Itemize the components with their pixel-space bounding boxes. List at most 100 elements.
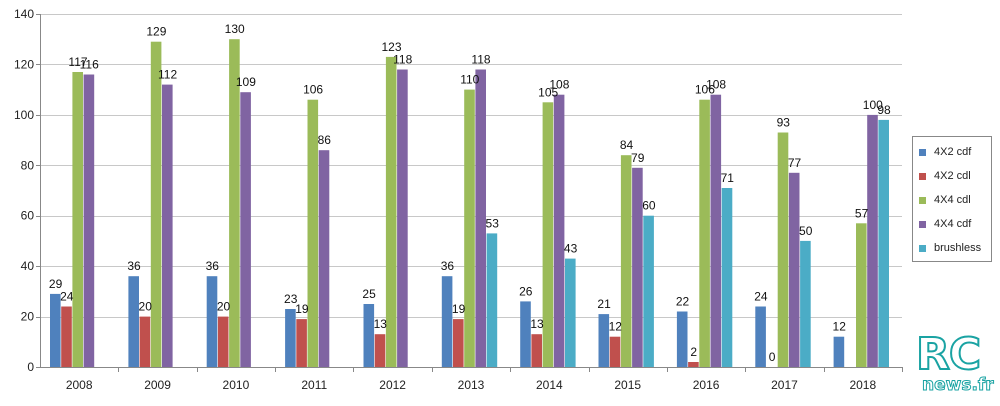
y-tick-label: 40 <box>21 259 35 273</box>
x-tick-label: 2018 <box>849 378 876 392</box>
bar <box>318 150 330 367</box>
x-tick-label: 2009 <box>144 378 171 392</box>
bar <box>296 319 307 367</box>
data-label: 29 <box>49 277 63 291</box>
data-label: 50 <box>799 224 813 238</box>
bar <box>643 215 654 367</box>
y-axis-ticks: 0 20 40 60 80 100 120 140 <box>14 7 34 374</box>
data-label: 53 <box>486 216 500 230</box>
bar <box>856 223 867 367</box>
data-label: 98 <box>877 103 891 117</box>
data-label: 106 <box>695 83 715 97</box>
data-label: 60 <box>642 199 656 213</box>
bar <box>542 102 554 368</box>
legend-swatch <box>919 244 926 252</box>
data-label: 108 <box>706 78 726 92</box>
bar <box>50 293 61 367</box>
x-tick-label: 2011 <box>301 378 327 392</box>
data-label: 20 <box>217 300 231 314</box>
data-label: 26 <box>519 284 533 298</box>
data-label: 13 <box>374 317 388 331</box>
bar <box>240 92 251 367</box>
bar <box>755 306 766 367</box>
bar <box>867 114 878 368</box>
legend-item: 4X4 cdf <box>919 217 971 231</box>
bar <box>878 119 889 368</box>
y-tick-label: 0 <box>27 360 34 374</box>
x-tick-label: 2017 <box>771 378 798 392</box>
y-tick-label: 120 <box>14 57 34 71</box>
data-label: 21 <box>597 297 611 311</box>
bar <box>710 94 722 367</box>
data-label: 22 <box>676 295 690 309</box>
bar <box>520 301 531 367</box>
bar <box>206 276 218 367</box>
bar <box>374 334 386 367</box>
bar <box>441 276 453 367</box>
x-tick-label: 2013 <box>458 378 485 392</box>
bar <box>83 74 95 367</box>
bar <box>833 336 845 367</box>
data-label: 71 <box>721 171 735 185</box>
data-label: 110 <box>460 73 479 87</box>
data-label: 36 <box>441 259 455 273</box>
bar <box>777 132 789 367</box>
data-label: 118 <box>393 53 412 67</box>
data-label: 106 <box>303 83 323 97</box>
bar <box>721 188 733 367</box>
y-tick-label: 20 <box>21 310 35 324</box>
x-tick-label: 2010 <box>223 378 250 392</box>
rcnews-logo: RC news.fr <box>912 328 995 397</box>
bar <box>150 41 162 367</box>
x-tick-label: 2016 <box>693 378 720 392</box>
data-labels: 2924117116362012911236201301092319106862… <box>49 22 891 364</box>
legend-swatch <box>919 172 926 180</box>
data-label: 0 <box>769 350 776 364</box>
bar <box>285 309 296 367</box>
legend-item: 4X4 cdl <box>919 193 971 207</box>
bar <box>397 69 408 367</box>
bar <box>699 99 710 367</box>
bar <box>363 304 375 367</box>
bar <box>464 89 475 367</box>
data-label: 13 <box>530 317 544 331</box>
data-label: 130 <box>225 22 245 36</box>
data-label: 24 <box>60 290 74 304</box>
bar <box>531 334 542 367</box>
bar <box>553 94 565 367</box>
data-label: 24 <box>754 290 768 304</box>
data-label: 93 <box>777 116 791 130</box>
legend-item: 4X2 cdl <box>919 169 971 183</box>
data-label: 12 <box>609 320 623 334</box>
data-label: 19 <box>295 302 309 316</box>
bars <box>50 39 889 368</box>
bar <box>800 240 811 367</box>
bar <box>565 258 576 367</box>
legend-swatch <box>919 148 926 156</box>
bar <box>229 39 240 367</box>
legend-label: 4X2 cdl <box>934 170 971 182</box>
bar <box>217 316 229 367</box>
bar <box>162 84 173 367</box>
bar <box>385 56 397 368</box>
data-label: 109 <box>236 75 256 89</box>
data-label: 43 <box>564 242 578 256</box>
legend-label: 4X4 cdf <box>934 218 972 230</box>
y-tick-label: 80 <box>21 158 35 172</box>
y-tick-label: 140 <box>14 7 34 21</box>
y-tick-label: 100 <box>14 108 34 122</box>
data-label: 36 <box>206 259 220 273</box>
data-label: 19 <box>452 302 466 316</box>
logo-news-text: news.fr <box>922 375 995 396</box>
data-label: 129 <box>146 25 166 39</box>
data-label: 117 <box>68 55 87 69</box>
data-label: 118 <box>471 53 490 67</box>
data-label: 36 <box>127 259 141 273</box>
x-tick-label: 2014 <box>536 378 563 392</box>
data-label: 100 <box>863 98 883 112</box>
data-label: 84 <box>620 138 634 152</box>
data-label: 25 <box>362 287 376 301</box>
legend-label: 4X4 cdl <box>934 194 971 206</box>
data-label: 123 <box>381 40 401 54</box>
